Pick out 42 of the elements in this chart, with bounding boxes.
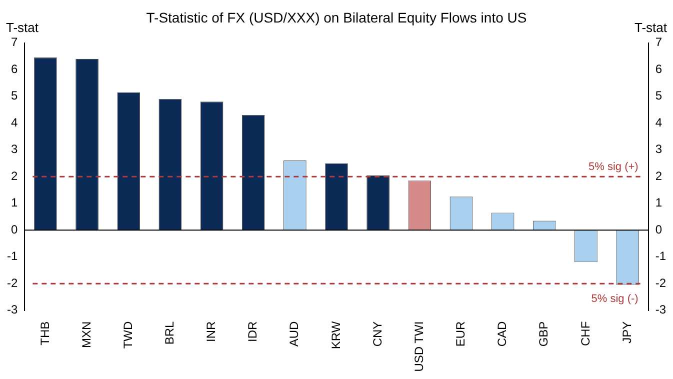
y2-tick-label: 0 — [655, 222, 662, 236]
y-tick-label: 2 — [10, 168, 18, 183]
y2-tick-label: 5 — [655, 88, 662, 103]
y-tick-label: 3 — [10, 142, 18, 156]
x-tick-label: INR — [204, 321, 218, 342]
y2-tick-label: 2 — [655, 168, 662, 183]
x-tick-label: CHF — [578, 321, 592, 346]
y2-tick-label: 7 — [655, 35, 662, 50]
y2-tick-label: -3 — [655, 302, 666, 317]
y2-tick-label: 6 — [655, 62, 662, 76]
y-tick-label: 7 — [10, 35, 18, 50]
y2-tick-label: 4 — [655, 115, 662, 130]
y2-tick-label: -2 — [655, 276, 666, 290]
chart-title: T-Statistic of FX (USD/XXX) on Bilateral Equity Flows into US — [146, 9, 527, 26]
y-tick-label: 4 — [10, 115, 18, 130]
y-tick-label: 1 — [10, 196, 18, 210]
x-tick-label: BRL — [162, 321, 177, 345]
y2-axis-title: T-stat — [634, 20, 668, 35]
x-tick-label: THB — [38, 321, 52, 346]
y-axis-title: T-stat — [6, 20, 39, 35]
y-tick-label: -2 — [7, 276, 18, 290]
x-tick-label: IDR — [246, 321, 260, 342]
x-tick-label: TWD — [120, 321, 135, 349]
x-tick-label: CNY — [370, 321, 384, 347]
x-tick-label: CAD — [495, 321, 510, 347]
y-tick-label: -3 — [7, 302, 18, 317]
x-tick-label: KRW — [328, 320, 343, 350]
y2-tick-label: 1 — [655, 196, 662, 210]
y-tick-label: -1 — [7, 249, 18, 264]
y-tick-label: 6 — [10, 62, 18, 76]
x-tick-label: JPY — [620, 321, 634, 344]
x-tick-label: AUD — [287, 321, 302, 347]
x-tick-label: EUR — [454, 321, 468, 347]
y2-tick-label: -1 — [655, 249, 666, 264]
y-tick-label: 0 — [10, 222, 18, 236]
ref-line-label: 5% sig (+) — [588, 161, 638, 174]
x-tick-label: GBP — [536, 321, 551, 347]
y2-tick-label: 3 — [655, 142, 662, 156]
x-tick-label: USD TWI — [412, 321, 426, 372]
x-tick-label: MXN — [79, 321, 94, 348]
y-tick-label: 5 — [10, 88, 18, 103]
ref-line-label: 5% sig (-) — [591, 293, 638, 306]
